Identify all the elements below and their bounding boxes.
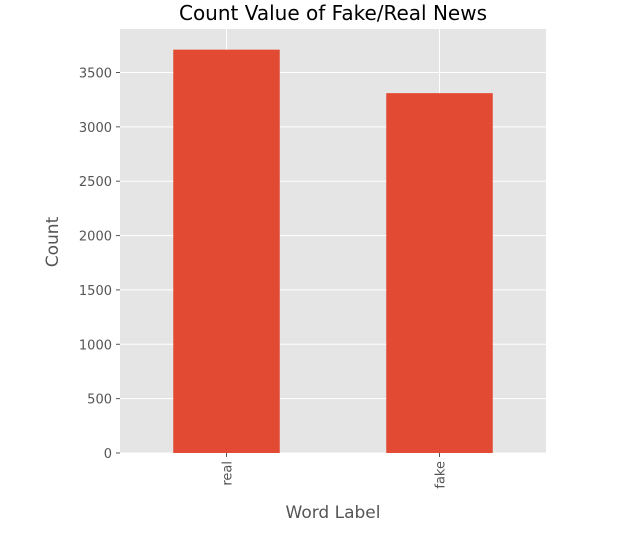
x-axis-ticks: real fake bbox=[221, 453, 449, 489]
x-tick-label-fake: fake bbox=[434, 461, 449, 489]
y-tick-label: 1500 bbox=[79, 284, 112, 299]
y-tick-label: 2000 bbox=[79, 230, 112, 245]
bar-real bbox=[173, 49, 280, 454]
y-tick-label: 500 bbox=[87, 393, 112, 408]
y-tick-label: 3500 bbox=[79, 66, 112, 81]
bar-fake bbox=[386, 93, 493, 454]
y-axis-label: Count bbox=[43, 216, 63, 267]
y-tick-label: 3000 bbox=[79, 121, 112, 136]
chart-title: Count Value of Fake/Real News bbox=[179, 1, 487, 25]
bars bbox=[173, 49, 493, 454]
y-tick-label: 1000 bbox=[79, 338, 112, 353]
x-tick-label-real: real bbox=[221, 461, 236, 486]
y-tick-label: 0 bbox=[104, 447, 112, 462]
x-axis-label: Word Label bbox=[286, 503, 381, 523]
y-tick-label: 2500 bbox=[79, 175, 112, 190]
y-axis-ticks: 0 500 1000 1500 2000 2500 3000 3500 bbox=[79, 66, 120, 462]
